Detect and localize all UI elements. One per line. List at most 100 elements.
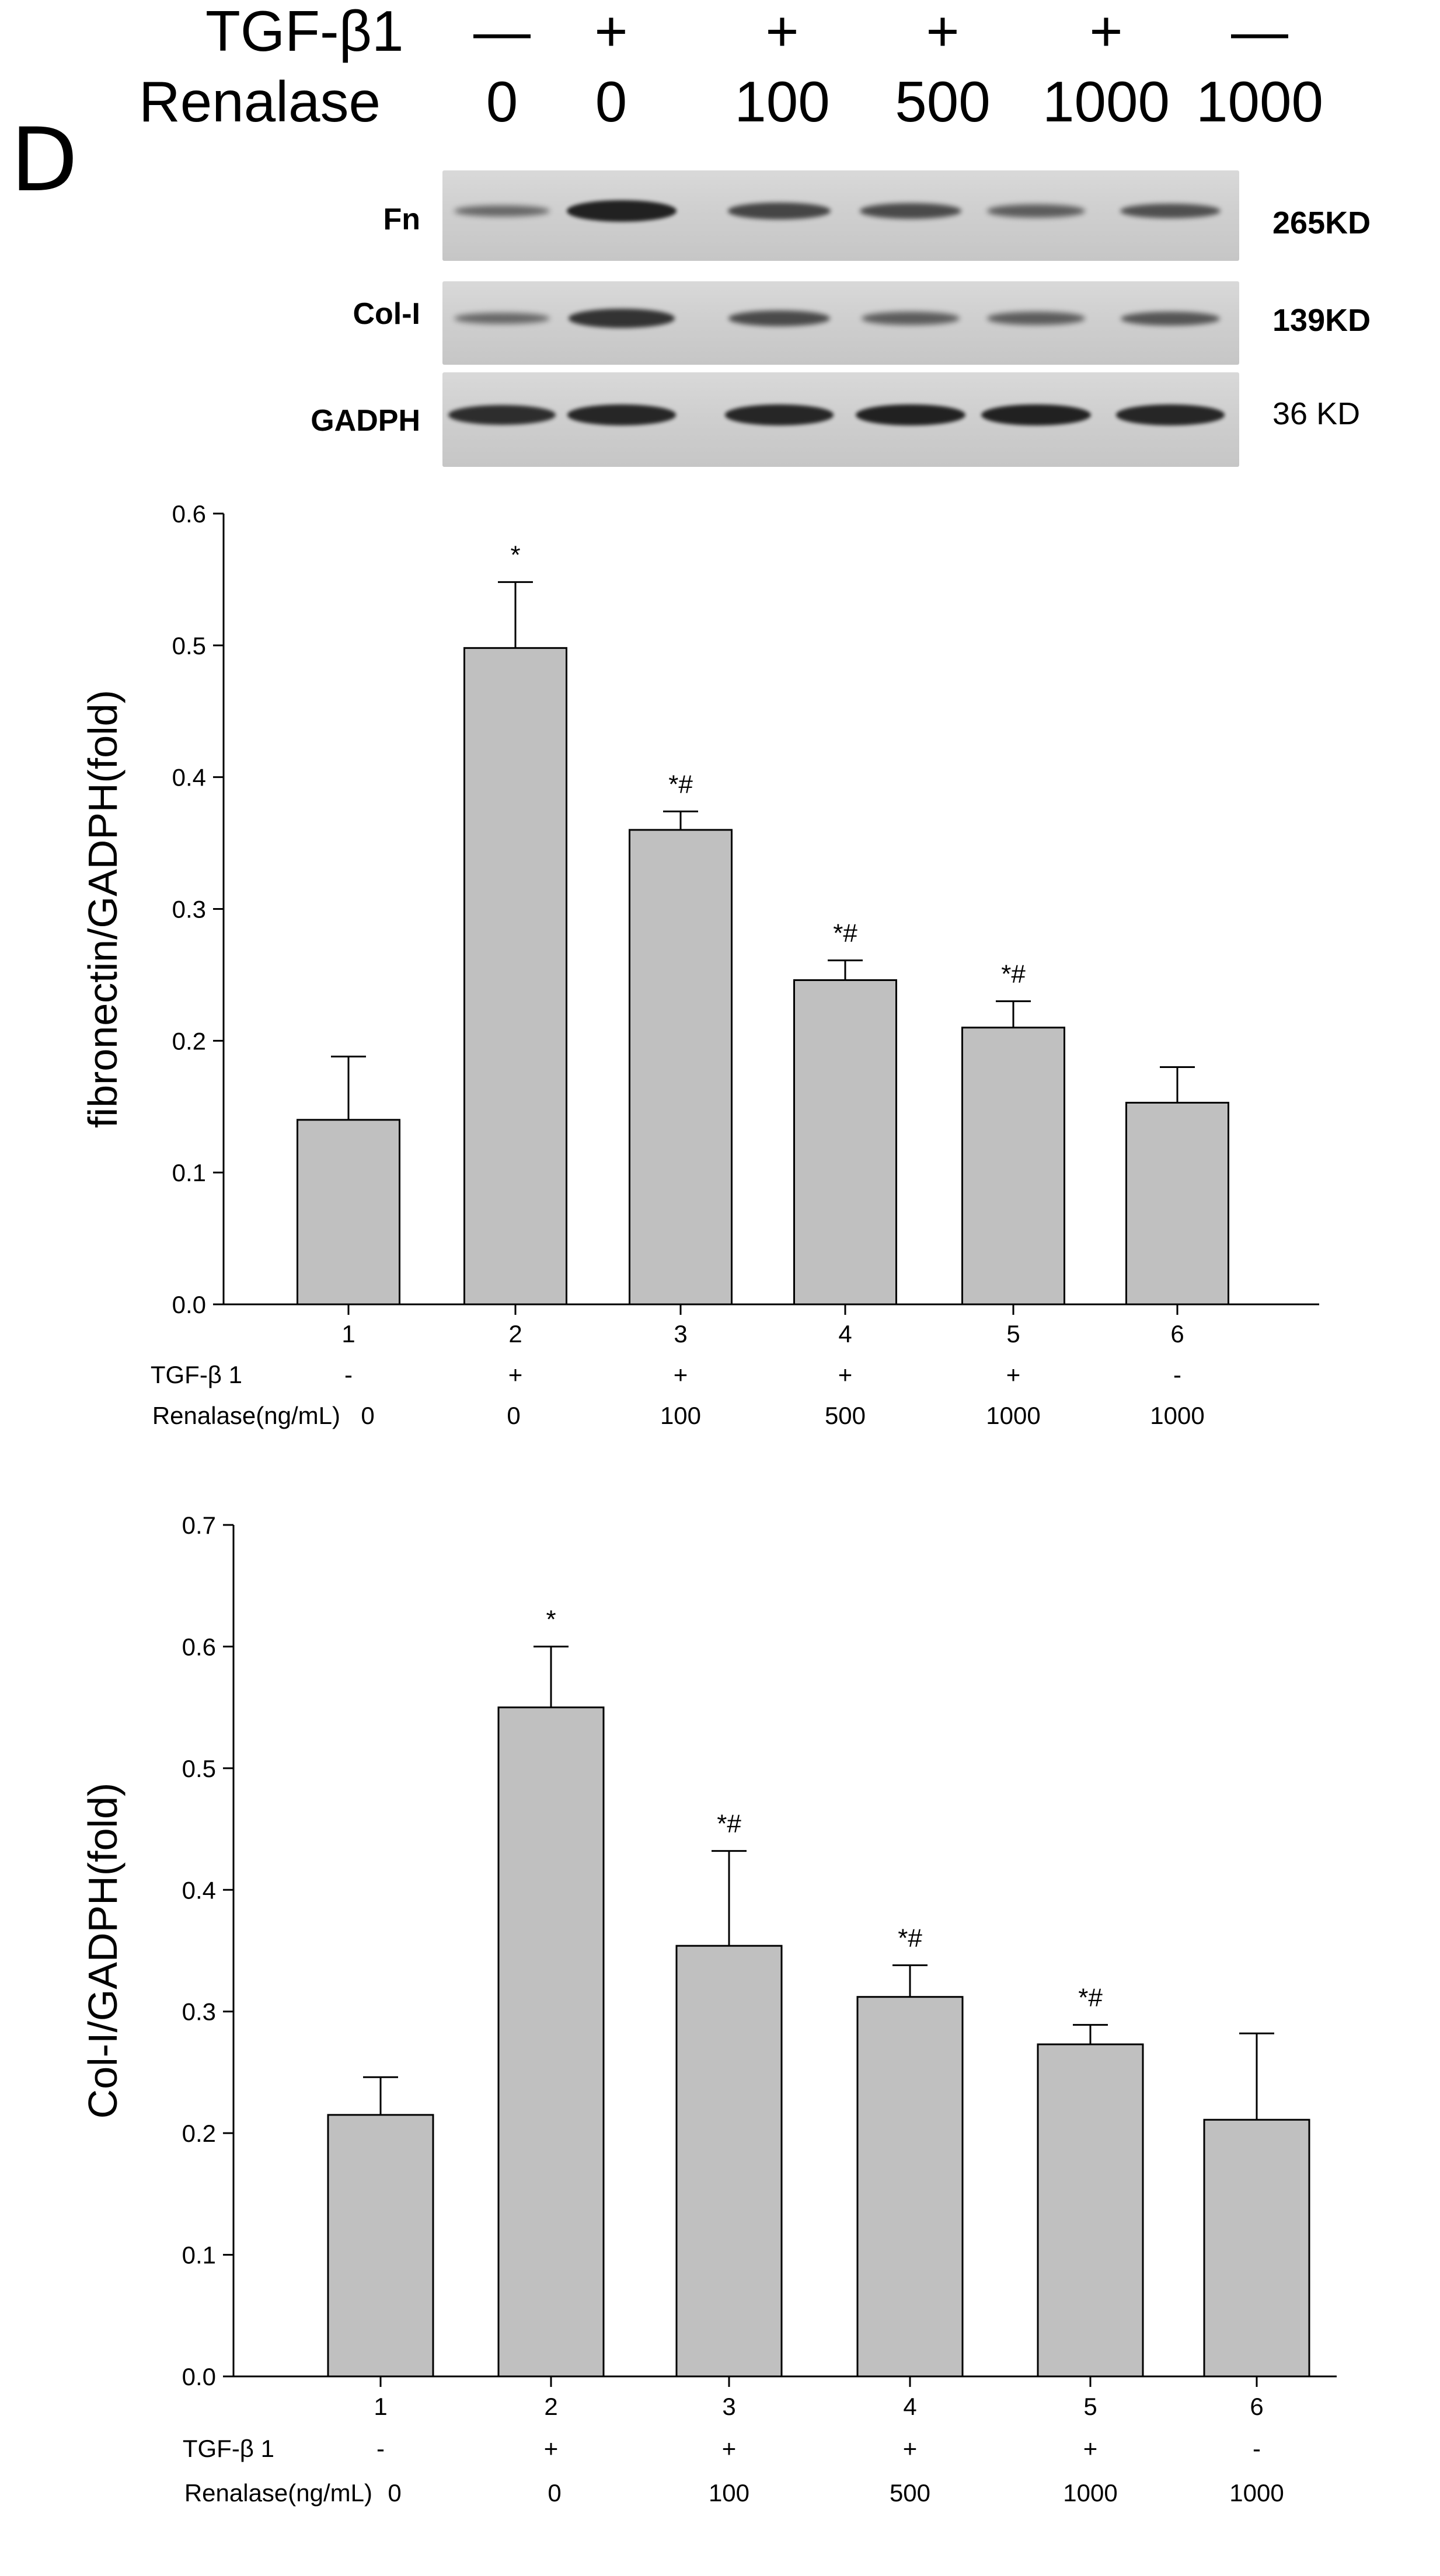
blot-kd-col-i: 139KD (1272, 303, 1371, 338)
x-tick-label: 1 (374, 2393, 387, 2420)
significance-label: *# (1078, 1984, 1103, 2012)
header-tgf-label: TGF-β1 (205, 0, 404, 63)
x-tick-label: 4 (838, 1320, 852, 1348)
blot-strip-gadph (442, 372, 1239, 467)
bar (629, 829, 733, 1306)
renalase-row-label: Renalase(ng/mL) (152, 1402, 340, 1429)
blot-kd-fn: 265KD (1272, 205, 1371, 240)
renalase-row-value: 500 (825, 1402, 866, 1429)
blot-label-gadph: GADPH (311, 404, 420, 438)
header-tgf-sign-1: — (473, 0, 531, 63)
tgf-row-value: + (1083, 2435, 1098, 2462)
blot-band (454, 312, 550, 324)
header-renalase-value-2: 0 (595, 69, 627, 134)
tgf-row-value: + (674, 1361, 688, 1388)
header-tgf-sign-3: + (765, 0, 799, 63)
renalase-row-value: 0 (548, 2479, 561, 2507)
tgf-row-value: + (1006, 1361, 1021, 1388)
renalase-row-value: 1000 (1063, 2479, 1117, 2507)
significance-label: * (546, 1605, 556, 1633)
y-tick-label: 0.6 (172, 500, 206, 528)
bar (327, 2114, 434, 2378)
blot-band (1120, 203, 1221, 219)
header-tgf-sign-5: + (1089, 0, 1123, 63)
blot-band (448, 405, 556, 425)
tgf-row-value: - (1173, 1361, 1181, 1388)
tgf-row-value: + (544, 2435, 559, 2462)
tgf-row-value: - (376, 2435, 385, 2462)
tgf-row-value: + (722, 2435, 737, 2462)
bar (1203, 2118, 1310, 2378)
blot-strip-fn (442, 170, 1239, 261)
blot-band (856, 404, 965, 426)
tgf-row-value: + (903, 2435, 918, 2462)
panel-letter: D (11, 110, 78, 211)
bar (856, 1996, 964, 2378)
x-tick-label: 3 (674, 1320, 687, 1348)
header-renalase-value-1: 0 (486, 69, 518, 134)
y-tick-label: 0.3 (182, 1998, 216, 2026)
header-renalase-value-5: 1000 (1042, 69, 1170, 134)
blot-band (860, 203, 961, 219)
y-tick-label: 0.2 (172, 1027, 206, 1055)
header-renalase-value-4: 500 (895, 69, 991, 134)
renalase-row-value: 0 (507, 1402, 520, 1429)
bar (1037, 2043, 1144, 2378)
renalase-row-value: 0 (388, 2479, 401, 2507)
y-tick-label: 0.6 (182, 1633, 216, 1660)
blot-kd-gadph: 36 KD (1272, 396, 1361, 431)
bar (497, 1706, 605, 2378)
fibronectin-bar-chart: 0.0 0.1 0.2 0.3 0.4 0.5 0.6 fibronectin/GADPH(f… (80, 500, 1319, 1429)
y-tick-label: 0.4 (172, 764, 206, 791)
significance-label: *# (898, 1924, 922, 1953)
tgf-row-label: TGF-β 1 (183, 2435, 274, 2462)
bar (463, 647, 567, 1306)
renalase-row-value: 0 (361, 1402, 374, 1429)
blot-band (987, 204, 1085, 218)
blot-strip-col-i (442, 281, 1239, 365)
blot-label-col-i: Col-I (353, 297, 420, 331)
renalase-row-value: 100 (660, 1402, 701, 1429)
x-tick-label: 4 (903, 2393, 916, 2420)
blot-label-fn: Fn (383, 203, 420, 236)
x-tick-label: 6 (1250, 2393, 1263, 2420)
blot-band (862, 312, 960, 325)
x-tick-label: 5 (1083, 2393, 1097, 2420)
x-tick-label: 2 (508, 1320, 522, 1348)
renalase-row-value: 1000 (1150, 1402, 1204, 1429)
y-axis-label: Col-I/GADPH(fold) (80, 1783, 125, 2119)
blot-band (569, 309, 675, 328)
y-tick-label: 0.2 (182, 2120, 216, 2147)
renalase-row-value: 100 (709, 2479, 749, 2507)
blot-band (567, 404, 676, 425)
y-tick-label: 0.4 (182, 1876, 216, 1904)
blot-band (981, 404, 1091, 426)
bar (793, 979, 897, 1306)
blot-band (728, 310, 830, 326)
y-tick-label: 0.5 (182, 1755, 216, 1782)
renalase-row-value: 1000 (986, 1402, 1040, 1429)
significance-label: *# (1001, 960, 1026, 989)
blot-band (1121, 311, 1220, 326)
y-axis-label: fibronectin/GADPH(fold) (80, 690, 125, 1128)
x-tick-label: 5 (1006, 1320, 1020, 1348)
col-i-bar-chart: 0.0 0.1 0.2 0.3 0.4 0.5 0.6 0.7 Col-I/GADPH(fold… (80, 1512, 1337, 2507)
tgf-row-value: - (1253, 2435, 1261, 2462)
significance-label: *# (668, 770, 693, 798)
renalase-row-value: 1000 (1229, 2479, 1284, 2507)
x-tick-label: 2 (544, 2393, 557, 2420)
x-tick-label: 6 (1170, 1320, 1184, 1348)
y-tick-label: 0.0 (182, 2363, 216, 2390)
bar (675, 1945, 783, 2378)
header-tgf-sign-4: + (926, 0, 960, 63)
bar (1125, 1101, 1229, 1306)
y-tick-label: 0.7 (182, 1512, 216, 1539)
header-renalase-value-6: 1000 (1195, 69, 1324, 134)
significance-label: *# (717, 1810, 741, 1838)
y-tick-label: 0.1 (172, 1159, 206, 1186)
blot-band (987, 312, 1085, 325)
tgf-row-value: + (508, 1361, 523, 1388)
significance-label: * (510, 540, 520, 569)
tgf-row-label: TGF-β 1 (151, 1361, 242, 1388)
y-tick-label: 0.1 (182, 2242, 216, 2269)
